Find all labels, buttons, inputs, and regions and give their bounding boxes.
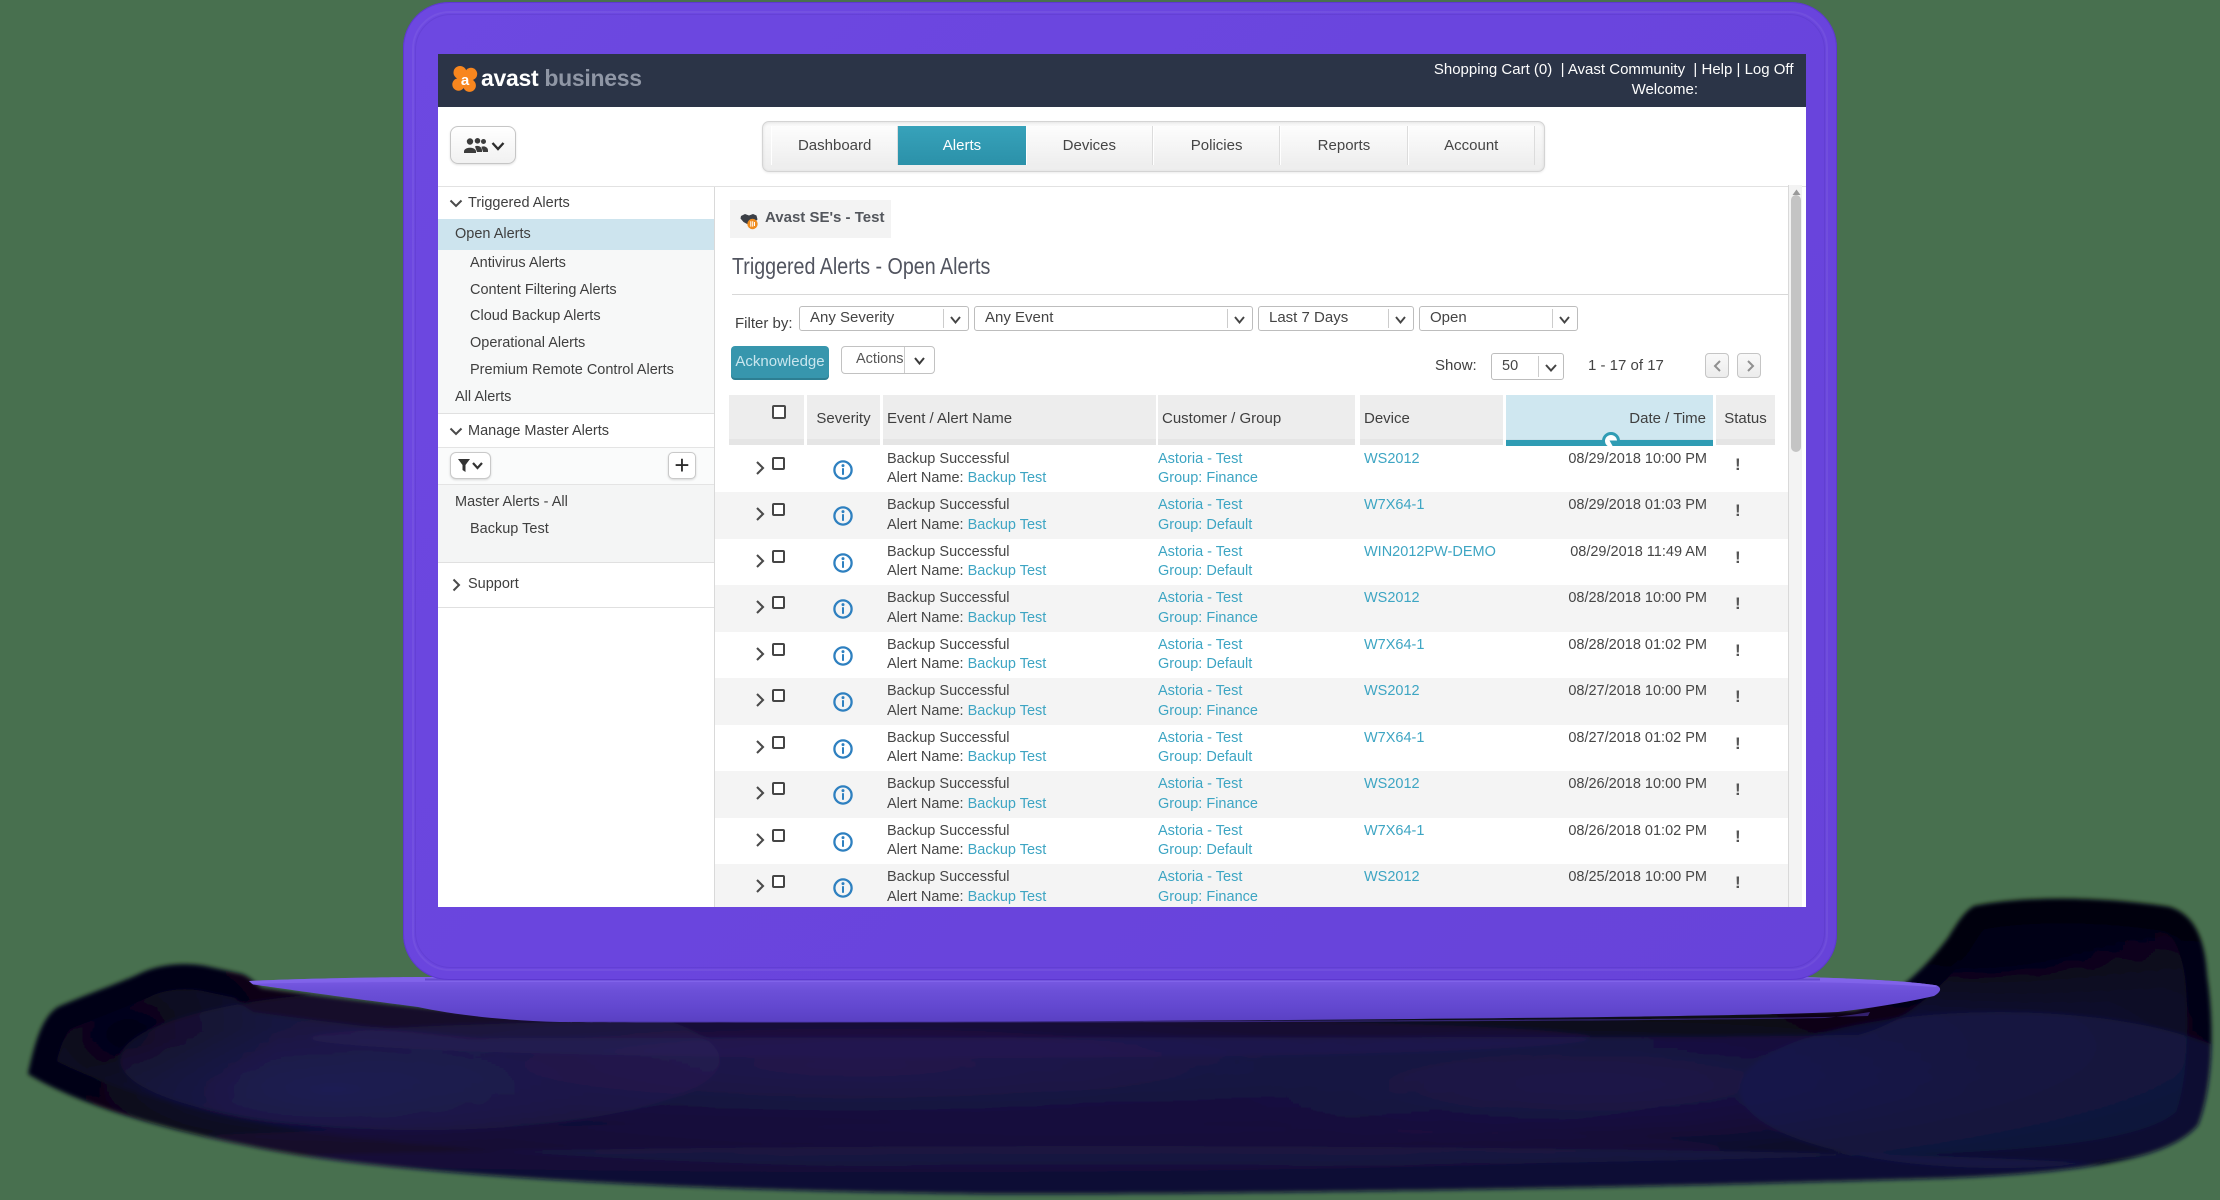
svg-text:a: a	[461, 72, 470, 89]
